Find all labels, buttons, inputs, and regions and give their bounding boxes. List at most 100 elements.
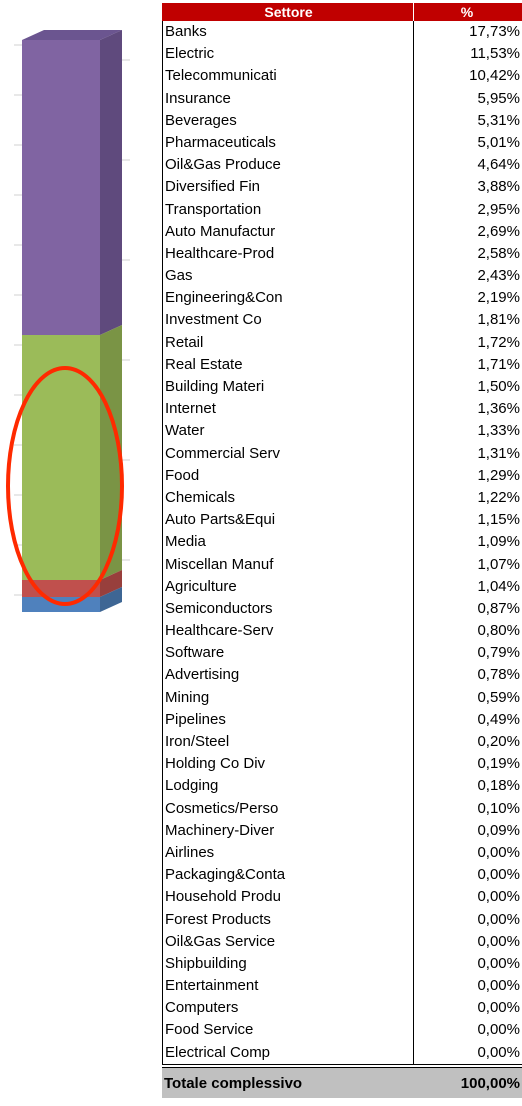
sector-name: Mining — [163, 686, 415, 709]
table-row: Entertainment 0,00% — [163, 975, 522, 998]
segment-green — [22, 335, 100, 580]
table-row: Packaging&Conta 0,00% — [163, 864, 522, 887]
sector-name: Healthcare-Prod — [163, 242, 415, 266]
sector-percent: 1,15% — [477, 511, 520, 529]
table-row: Electrical Comp 0,00% — [163, 1041, 522, 1064]
table-row: Auto Parts&Equi 1,15% — [163, 509, 522, 532]
table-row: Gas 2,43% — [163, 265, 522, 288]
sector-percent: 0,19% — [477, 755, 520, 773]
sector-name: Insurance — [163, 87, 415, 110]
table-row: Banks 17,73% — [163, 21, 522, 44]
sector-percent: 1,07% — [477, 555, 520, 573]
table-row: Healthcare-Serv 0,80% — [163, 620, 522, 643]
table-row: Media 1,09% — [163, 531, 522, 554]
sector-percent: 0,78% — [477, 666, 520, 684]
table-row: Advertising 0,78% — [163, 664, 522, 687]
sector-percent: 0,80% — [477, 622, 520, 640]
sector-name: Telecommunicati — [163, 65, 415, 88]
sector-name: Entertainment — [163, 975, 415, 998]
sector-name: Pharmaceuticals — [163, 131, 415, 155]
sector-name: Healthcare-Serv — [163, 620, 415, 643]
sector-name: Holding Co Div — [163, 753, 415, 776]
table-row: Building Materi 1,50% — [163, 376, 522, 399]
sector-percent: 2,43% — [477, 267, 520, 285]
sector-name: Media — [163, 531, 415, 554]
sector-name: Engineering&Con — [163, 287, 415, 310]
table-row: Engineering&Con 2,19% — [163, 287, 522, 310]
sector-name: Software — [163, 642, 415, 665]
sector-percent: 5,31% — [477, 111, 520, 129]
sector-percent: 1,50% — [477, 378, 520, 395]
sector-percent: 1,04% — [477, 577, 520, 595]
table-row: Pipelines 0,49% — [163, 708, 522, 731]
header-cell: Settore — [162, 3, 414, 21]
sector-percent: 1,29% — [477, 466, 520, 484]
sector-percent: 0,00% — [477, 1043, 520, 1061]
sector-percent: 1,22% — [477, 488, 520, 506]
sector-name: Auto Parts&Equi — [163, 509, 415, 532]
table-row: Auto Manufactur 2,69% — [163, 220, 522, 243]
segment-green-side — [100, 325, 122, 580]
sector-name: Gas — [163, 265, 415, 288]
bar-top — [22, 30, 122, 40]
sector-percent: 1,33% — [477, 422, 520, 440]
table-row: Iron/Steel 0,20% — [163, 731, 522, 754]
sector-name: Internet — [163, 398, 415, 421]
sector-name: Building Materi — [163, 376, 415, 399]
sector-name: Lodging — [163, 775, 415, 798]
sector-name: Retail — [163, 331, 415, 354]
sector-percent: 0,18% — [477, 777, 520, 795]
sector-percent: 1,81% — [477, 311, 520, 329]
sector-name: Iron/Steel — [163, 731, 415, 754]
sector-name: Cosmetics/Perso — [163, 797, 415, 820]
sector-percent: 0,00% — [477, 977, 520, 995]
segment-red-side — [100, 570, 122, 597]
sector-percent: 4,64% — [477, 156, 520, 174]
sector-percent: 3,88% — [477, 178, 520, 196]
sector-percent: 0,00% — [477, 910, 520, 928]
sector-name: Miscellan Manuf — [163, 553, 415, 576]
sector-percent: 0,10% — [477, 799, 520, 817]
table-row: Software 0,79% — [163, 642, 522, 665]
sector-percent: 11,53% — [470, 45, 520, 63]
table-row: Forest Products 0,00% — [163, 908, 522, 931]
table-row: Food Service 0,00% — [163, 1019, 522, 1042]
segment-purple-side — [100, 30, 122, 335]
sector-name: Electrical Comp — [163, 1041, 415, 1064]
sector-percent: 0,00% — [477, 954, 520, 972]
table-body: Banks 17,73% Electric 11,53% Telecommunicati… — [162, 21, 522, 1065]
segment-purple — [22, 40, 100, 335]
sector-name: Auto Manufactur — [163, 220, 415, 243]
sector-name: Electric — [163, 43, 415, 66]
sector-name: Shipbuilding — [163, 952, 415, 976]
table-row: Electric 11,53% — [163, 43, 522, 66]
table-row: Airlines 0,00% — [163, 841, 522, 865]
sector-percent: 1,31% — [477, 444, 520, 462]
table-row: Cosmetics/Perso 0,10% — [163, 797, 522, 820]
sector-percent: 0,00% — [477, 866, 520, 884]
table-row: Holding Co Div 0,19% — [163, 753, 522, 776]
sector-name: Pipelines — [163, 708, 415, 731]
stacked-bar-graphic — [6, 30, 130, 612]
table-row: Beverages 5,31% — [163, 109, 522, 132]
table-row: Investment Co 1,81% — [163, 309, 522, 332]
sector-percent: 1,72% — [477, 333, 520, 351]
sector-percent: 0,00% — [477, 999, 520, 1017]
table-row: Insurance 5,95% — [163, 87, 522, 110]
sector-percent: 0,00% — [477, 1021, 520, 1039]
sector-name: Chemicals — [163, 486, 415, 510]
table-row: Retail 1,72% — [163, 331, 522, 354]
table-row: Transportation 2,95% — [163, 198, 522, 221]
table-row: Pharmaceuticals 5,01% — [163, 131, 522, 155]
sector-name: Investment Co — [163, 309, 415, 332]
table-row: Telecommunicati 10,42% — [163, 65, 522, 88]
sector-name: Forest Products — [163, 908, 415, 931]
sector-name: Transportation — [163, 198, 415, 221]
total-label: Totale complessivo — [164, 1074, 303, 1092]
sector-percent: 0,09% — [477, 821, 520, 839]
table-row: Chemicals 1,22% — [163, 486, 522, 510]
sector-percent: 0,87% — [477, 599, 520, 617]
total-row: Totale complessivo 100,00% — [162, 1066, 522, 1098]
sector-name: Oil&Gas Service — [163, 930, 415, 953]
table-row: Household Produ 0,00% — [163, 886, 522, 909]
